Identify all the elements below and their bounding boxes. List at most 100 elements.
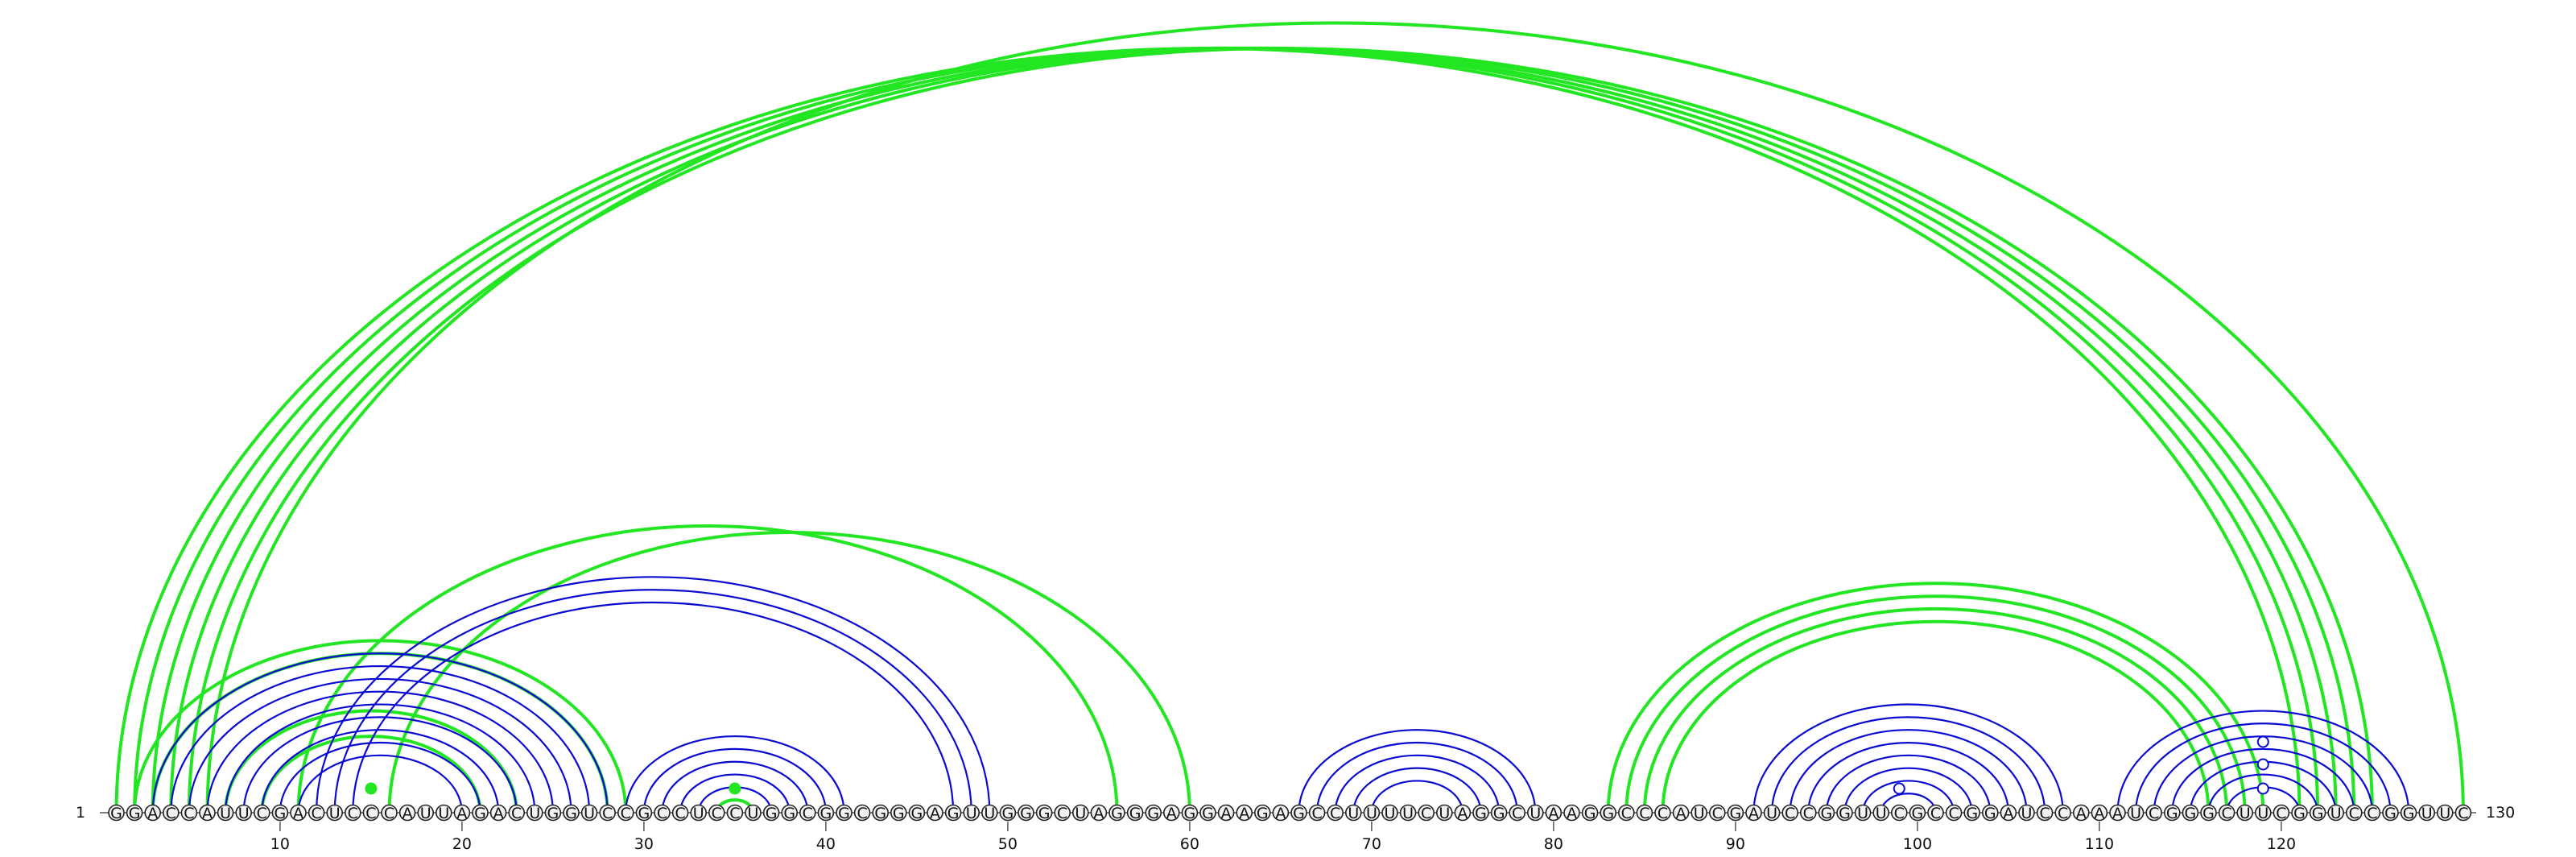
- nucleotide-letter: G: [1020, 805, 1032, 822]
- nucleotide: C: [1418, 804, 1435, 822]
- nucleotide-circle: [2327, 804, 2344, 822]
- nucleotide-circle: [1272, 804, 1290, 822]
- nucleotide: G: [1108, 804, 1125, 822]
- nucleotide-circle: [2145, 804, 2162, 822]
- nucleotide: A: [1217, 804, 1235, 822]
- nucleotide: C: [2145, 804, 2162, 822]
- nucleotide-letter: C: [857, 805, 867, 822]
- nucleotide-letter: A: [1275, 805, 1286, 822]
- nucleotide: U: [217, 804, 234, 822]
- nucleotide: G: [544, 804, 562, 822]
- nucleotide: C: [381, 804, 398, 822]
- nucleotide: G: [1035, 804, 1053, 822]
- nucleotide-circle: [817, 804, 835, 822]
- nucleotide: U: [526, 804, 543, 822]
- nucleotide-letter: U: [1348, 805, 1359, 822]
- nucleotide-letter: C: [602, 805, 613, 822]
- nucleotide: U: [1872, 804, 1889, 822]
- nucleotide-letter: C: [1712, 805, 1723, 822]
- axis-tick-label: 40: [816, 835, 836, 853]
- nucleotide-circle: [508, 804, 526, 822]
- nucleotide-letter: U: [748, 805, 759, 822]
- nucleotide-letter: G: [1111, 805, 1123, 822]
- base-pair-arc: [1862, 780, 1955, 814]
- nucleotide-letter: G: [638, 805, 650, 822]
- nucleotide-letter: A: [1567, 805, 1577, 822]
- nucleotide-circle: [290, 804, 307, 822]
- base-pair-arc: [297, 754, 463, 814]
- nucleotide-letter: G: [1038, 805, 1051, 822]
- nucleotide-circle: [2073, 804, 2090, 822]
- nucleotide-circle: [1891, 804, 1908, 822]
- nucleotide-letter: G: [911, 805, 923, 822]
- nucleotide-circle: [580, 804, 598, 822]
- nucleotide-circle: [1018, 804, 1034, 822]
- nucleotide-letter: A: [1457, 805, 1468, 822]
- nucleotide-letter: C: [311, 805, 321, 822]
- nucleotide-letter: C: [1948, 805, 1959, 822]
- nucleotide-letter: U: [1857, 805, 1868, 822]
- nucleotide-circle: [1982, 804, 1999, 822]
- base-pair-arc: [1807, 741, 2009, 814]
- nucleotide: C: [362, 804, 380, 822]
- nucleotide: G: [944, 804, 962, 822]
- base-pair-arc: [1352, 767, 1482, 814]
- nucleotide: A: [1672, 804, 1690, 822]
- nucleotide-circle: [1254, 804, 1271, 822]
- nucleotide-circle: [2091, 804, 2108, 822]
- nucleotide-circle: [1072, 804, 1089, 822]
- pseudoknot-arc: [224, 709, 518, 814]
- nucleotide-letter: G: [2202, 805, 2215, 822]
- nucleotide-circle: [1327, 804, 1344, 822]
- nucleotide-circle: [398, 804, 416, 822]
- pseudoknot-arc: [1661, 619, 2211, 814]
- nucleotide-letter: G: [474, 805, 486, 822]
- nucleotide: U: [2437, 804, 2454, 822]
- nucleotide-circle: [1436, 804, 1453, 822]
- pseudoknot-arc: [1642, 607, 2229, 814]
- nucleotide-letter: G: [947, 805, 960, 822]
- annotation-marker: [2256, 782, 2269, 795]
- nucleotide: G: [2164, 804, 2181, 822]
- nucleotide-letter: G: [820, 805, 832, 822]
- nucleotide-circle: [1163, 804, 1180, 822]
- nucleotide-circle: [1035, 804, 1053, 822]
- nucleotide: A: [1563, 804, 1580, 822]
- nucleotide-circle: [1126, 804, 1144, 822]
- nucleotide-circle: [726, 804, 744, 822]
- nucleotide-letter: G: [1202, 805, 1214, 822]
- nucleotide: C: [180, 804, 198, 822]
- nucleotide-letter: A: [1093, 805, 1104, 822]
- nucleotide: U: [1690, 804, 1707, 822]
- nucleotide-circle: [2236, 804, 2253, 822]
- nucleotide-letter: C: [1803, 805, 1814, 822]
- nucleotide-circle: [362, 804, 380, 822]
- nucleotide-letter: A: [147, 805, 158, 822]
- nucleotide-letter: G: [2166, 805, 2178, 822]
- nucleotide-circle: [381, 804, 398, 822]
- nucleotide-letter: G: [129, 805, 141, 822]
- nucleotide-letter: G: [1821, 805, 1833, 822]
- nucleotide-circle: [308, 804, 325, 822]
- nucleotide-circle: [1108, 804, 1125, 822]
- nucleotide-letter: U: [1876, 805, 1887, 822]
- axis-tick-label: 70: [1362, 835, 1381, 853]
- nucleotide-circle: [617, 804, 634, 822]
- nucleotide-letter: U: [693, 805, 704, 822]
- nucleotide-circle: [2382, 804, 2399, 822]
- nucleotide: A: [1236, 804, 1253, 822]
- base-pair-arc: [1316, 741, 1518, 814]
- nucleotide-circle: [2182, 804, 2199, 822]
- base-pair-arc: [261, 729, 500, 814]
- base-pair-arc: [188, 677, 572, 814]
- nucleotide: U: [745, 804, 762, 822]
- nucleotide: U: [435, 804, 452, 822]
- nucleotide-circle: [1654, 804, 1671, 822]
- nucleotide-circle: [1418, 804, 1435, 822]
- nucleotide: C: [1054, 804, 1071, 822]
- nucleotide-circle: [417, 804, 435, 822]
- nucleotide-letter: A: [2076, 805, 2087, 822]
- nucleotide: U: [2255, 804, 2272, 822]
- annotation-marker: [365, 782, 378, 795]
